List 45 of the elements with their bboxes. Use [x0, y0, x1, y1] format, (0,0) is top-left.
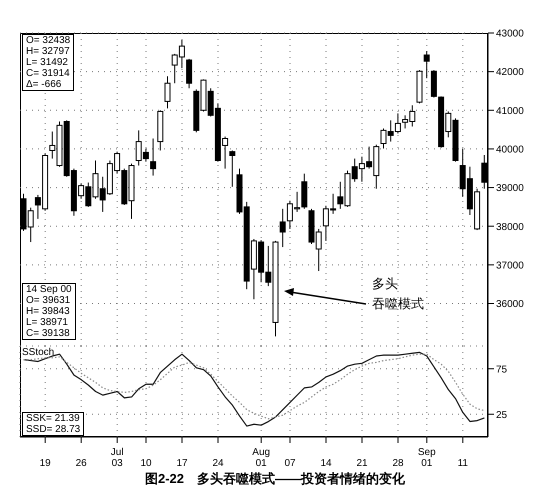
candlestick — [229, 150, 236, 188]
y-tick-label: 38000 — [496, 222, 524, 233]
x-tick-label: 24 — [212, 458, 224, 469]
annotation: O= 39631 — [26, 295, 72, 306]
x-tick-label: 10 — [140, 458, 152, 469]
annotation: C= 31914 — [26, 68, 70, 79]
y-tick-label: 40000 — [496, 144, 524, 156]
x-tick-label: 28 — [392, 458, 404, 469]
annotation: Δ= -666 — [26, 79, 62, 90]
y-tick-label: 42000 — [496, 67, 524, 78]
annotation: 多头 — [372, 275, 399, 293]
x-tick-label: Jul 03 — [110, 447, 124, 469]
annotation: 吞噬模式 — [372, 295, 424, 313]
x-tick-label: Aug 01 — [252, 447, 270, 469]
annotation: 14 Sep 00 — [26, 284, 72, 295]
annotation: O= 32438 — [26, 35, 70, 46]
x-tick-label: 11 — [458, 458, 468, 469]
x-tick-label: 07 — [284, 458, 296, 469]
annotation: SSK= 21.39 — [26, 413, 80, 424]
x-tick-label: 21 — [356, 458, 368, 469]
x-tick-label: Sep 01 — [418, 447, 436, 469]
y-tick-label: 43000 — [496, 28, 524, 40]
y-tick-label: 41000 — [496, 106, 524, 117]
y-tick-label: 25 — [496, 410, 508, 421]
candlestick — [150, 138, 156, 176]
chart-title: SStoch — [22, 347, 54, 358]
caption: 图2-22 多头吞噬模式——投资者情绪的变化 — [144, 470, 406, 488]
annotation: C= 39138 — [26, 328, 71, 339]
y-tick-label: 75 — [496, 364, 508, 376]
annotation: L= 31492 — [26, 57, 69, 68]
annotation: SSD= 28.73 — [26, 424, 80, 435]
y-tick-label: 37000 — [496, 260, 524, 272]
candlestick — [186, 58, 192, 89]
candlestick — [280, 208, 286, 248]
annotation: L= 38971 — [26, 317, 69, 328]
y-tick-label: 36000 — [496, 299, 524, 310]
y-tick-label: 39000 — [496, 183, 524, 194]
candlestick — [164, 76, 170, 109]
candlestick — [424, 50, 430, 79]
x-tick-label: 17 — [176, 458, 188, 469]
x-tick-label: 14 — [320, 458, 332, 469]
annotation: H= 32797 — [26, 46, 70, 57]
annotation: H= 39843 — [26, 306, 71, 317]
x-tick-label: 19 — [40, 458, 52, 469]
x-tick-label: 26 — [76, 458, 88, 469]
